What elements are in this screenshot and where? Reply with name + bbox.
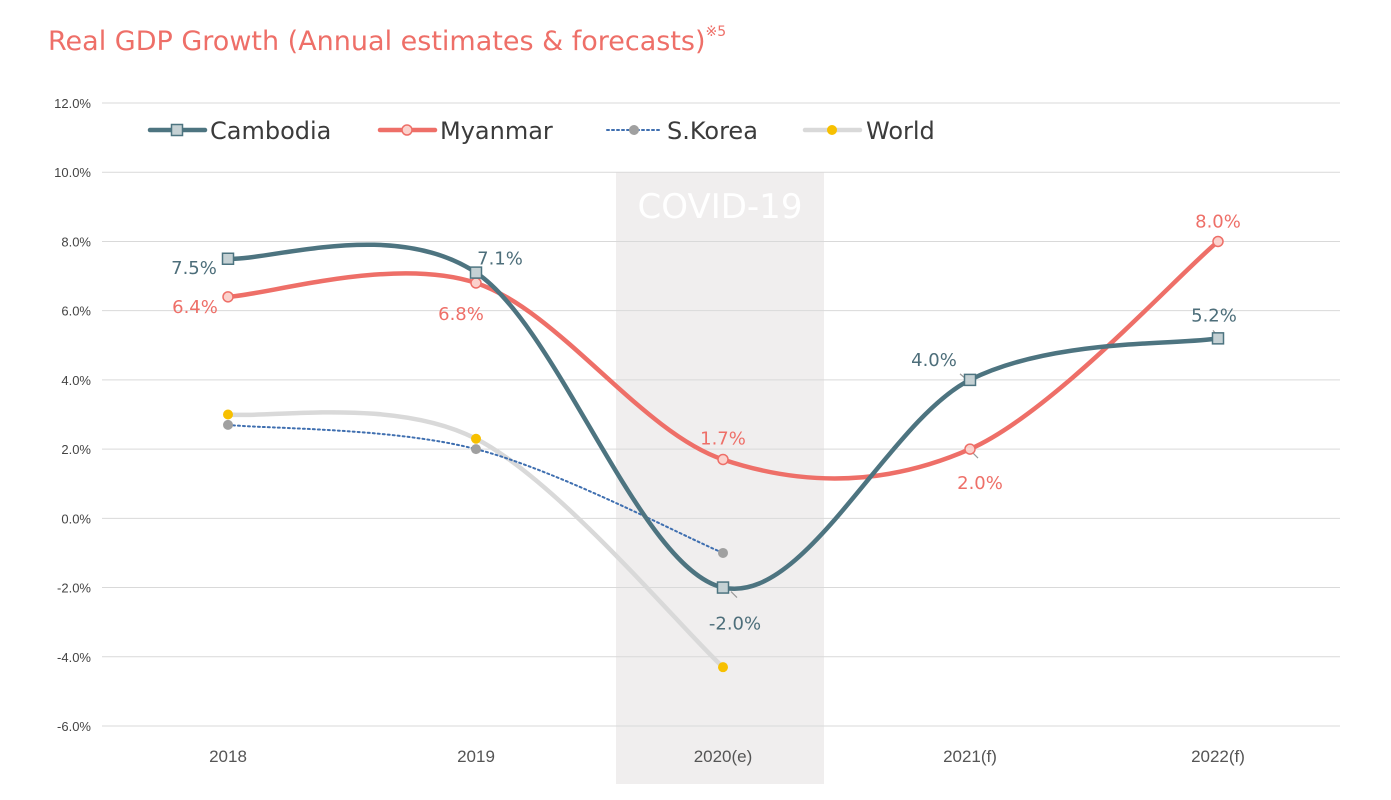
cambodia-marker [963,373,977,387]
y-tick-label: 4.0% [61,373,91,388]
world-marker [223,409,233,420]
world-marker [471,433,481,444]
cambodia-data-label: -2.0% [709,614,761,635]
cambodia-data-label: 7.1% [477,249,523,270]
legend: Cambodia Myanmar S.Korea World [147,117,935,145]
y-tick-label: 10.0% [54,165,91,180]
x-tick-label: 2020(e) [694,747,753,766]
myanmar-marker [717,453,729,466]
covid-band-group: COVID-19 [616,172,824,784]
y-tick-label: -4.0% [57,650,91,665]
legend-s-korea-marker [629,125,639,135]
y-tick-label: 8.0% [61,234,91,249]
y-tick-label: 0.0% [61,511,91,526]
s-korea-marker [471,444,481,455]
x-tick-label: 2021(f) [943,747,997,766]
covid-band [616,172,824,784]
cambodia-data-label: 4.0% [911,350,957,371]
x-tick-label: 2018 [209,747,247,766]
chart-title-text: Real GDP Growth (Annual estimates & fore… [48,26,706,57]
myanmar-marker [222,291,234,303]
myanmar-data-label: 8.0% [1195,211,1241,232]
legend-myanmar-label: Myanmar [440,117,553,145]
s-korea-marker [718,547,728,558]
myanmar-data-label: 1.7% [700,428,746,449]
myanmar-data-label: 2.0% [957,473,1003,494]
y-tick-label: 2.0% [61,442,91,457]
chart-title-footnote: ※5 [705,24,727,40]
myanmar-leader-line [972,452,979,459]
cambodia-data-label: 7.5% [171,258,217,279]
cambodia-marker [469,266,483,279]
series-markers [221,235,1225,673]
legend-world-label: World [866,117,935,145]
myanmar-marker [1212,235,1224,248]
cambodia-marker [716,581,730,594]
y-tick-label: -2.0% [57,581,91,596]
cambodia-marker [1211,332,1225,345]
chart-title: Real GDP Growth (Annual estimates & fore… [48,24,727,57]
myanmar-marker [470,277,482,289]
y-tick-label: 12.0% [54,96,91,111]
legend-world-marker [827,125,837,135]
y-tick-label: 6.0% [61,304,91,319]
x-tick-label: 2022(f) [1191,747,1245,766]
legend-cambodia-label: Cambodia [210,117,331,145]
s-korea-marker [223,419,233,430]
legend-cambodia-marker [170,123,184,137]
myanmar-data-label: 6.8% [438,304,484,325]
legend-myanmar-marker [401,124,413,136]
x-axis-ticks: 2018 2019 2020(e) 2021(f) 2022(f) [209,747,1245,766]
cambodia-marker [221,252,235,265]
cambodia-data-label: 5.2% [1191,305,1237,326]
cambodia-leader-line [730,591,738,598]
world-marker [718,662,728,673]
legend-s-korea-label: S.Korea [667,117,758,145]
myanmar-marker [964,443,976,455]
y-tick-label: -6.0% [57,719,91,734]
covid-band-label: COVID-19 [638,187,803,227]
myanmar-data-label: 6.4% [172,297,218,318]
y-axis-ticks: 12.0% 10.0% 8.0% 6.0% 4.0% 2.0% 0.0% -2.0% -4.0%… [54,96,91,734]
data-labels: 7.5% 7.1% -2.0% 4.0% 5.2% 6.4% 6.8% 1.7% 2.0% 8.0… [171,211,1241,634]
x-tick-label: 2019 [457,747,495,766]
